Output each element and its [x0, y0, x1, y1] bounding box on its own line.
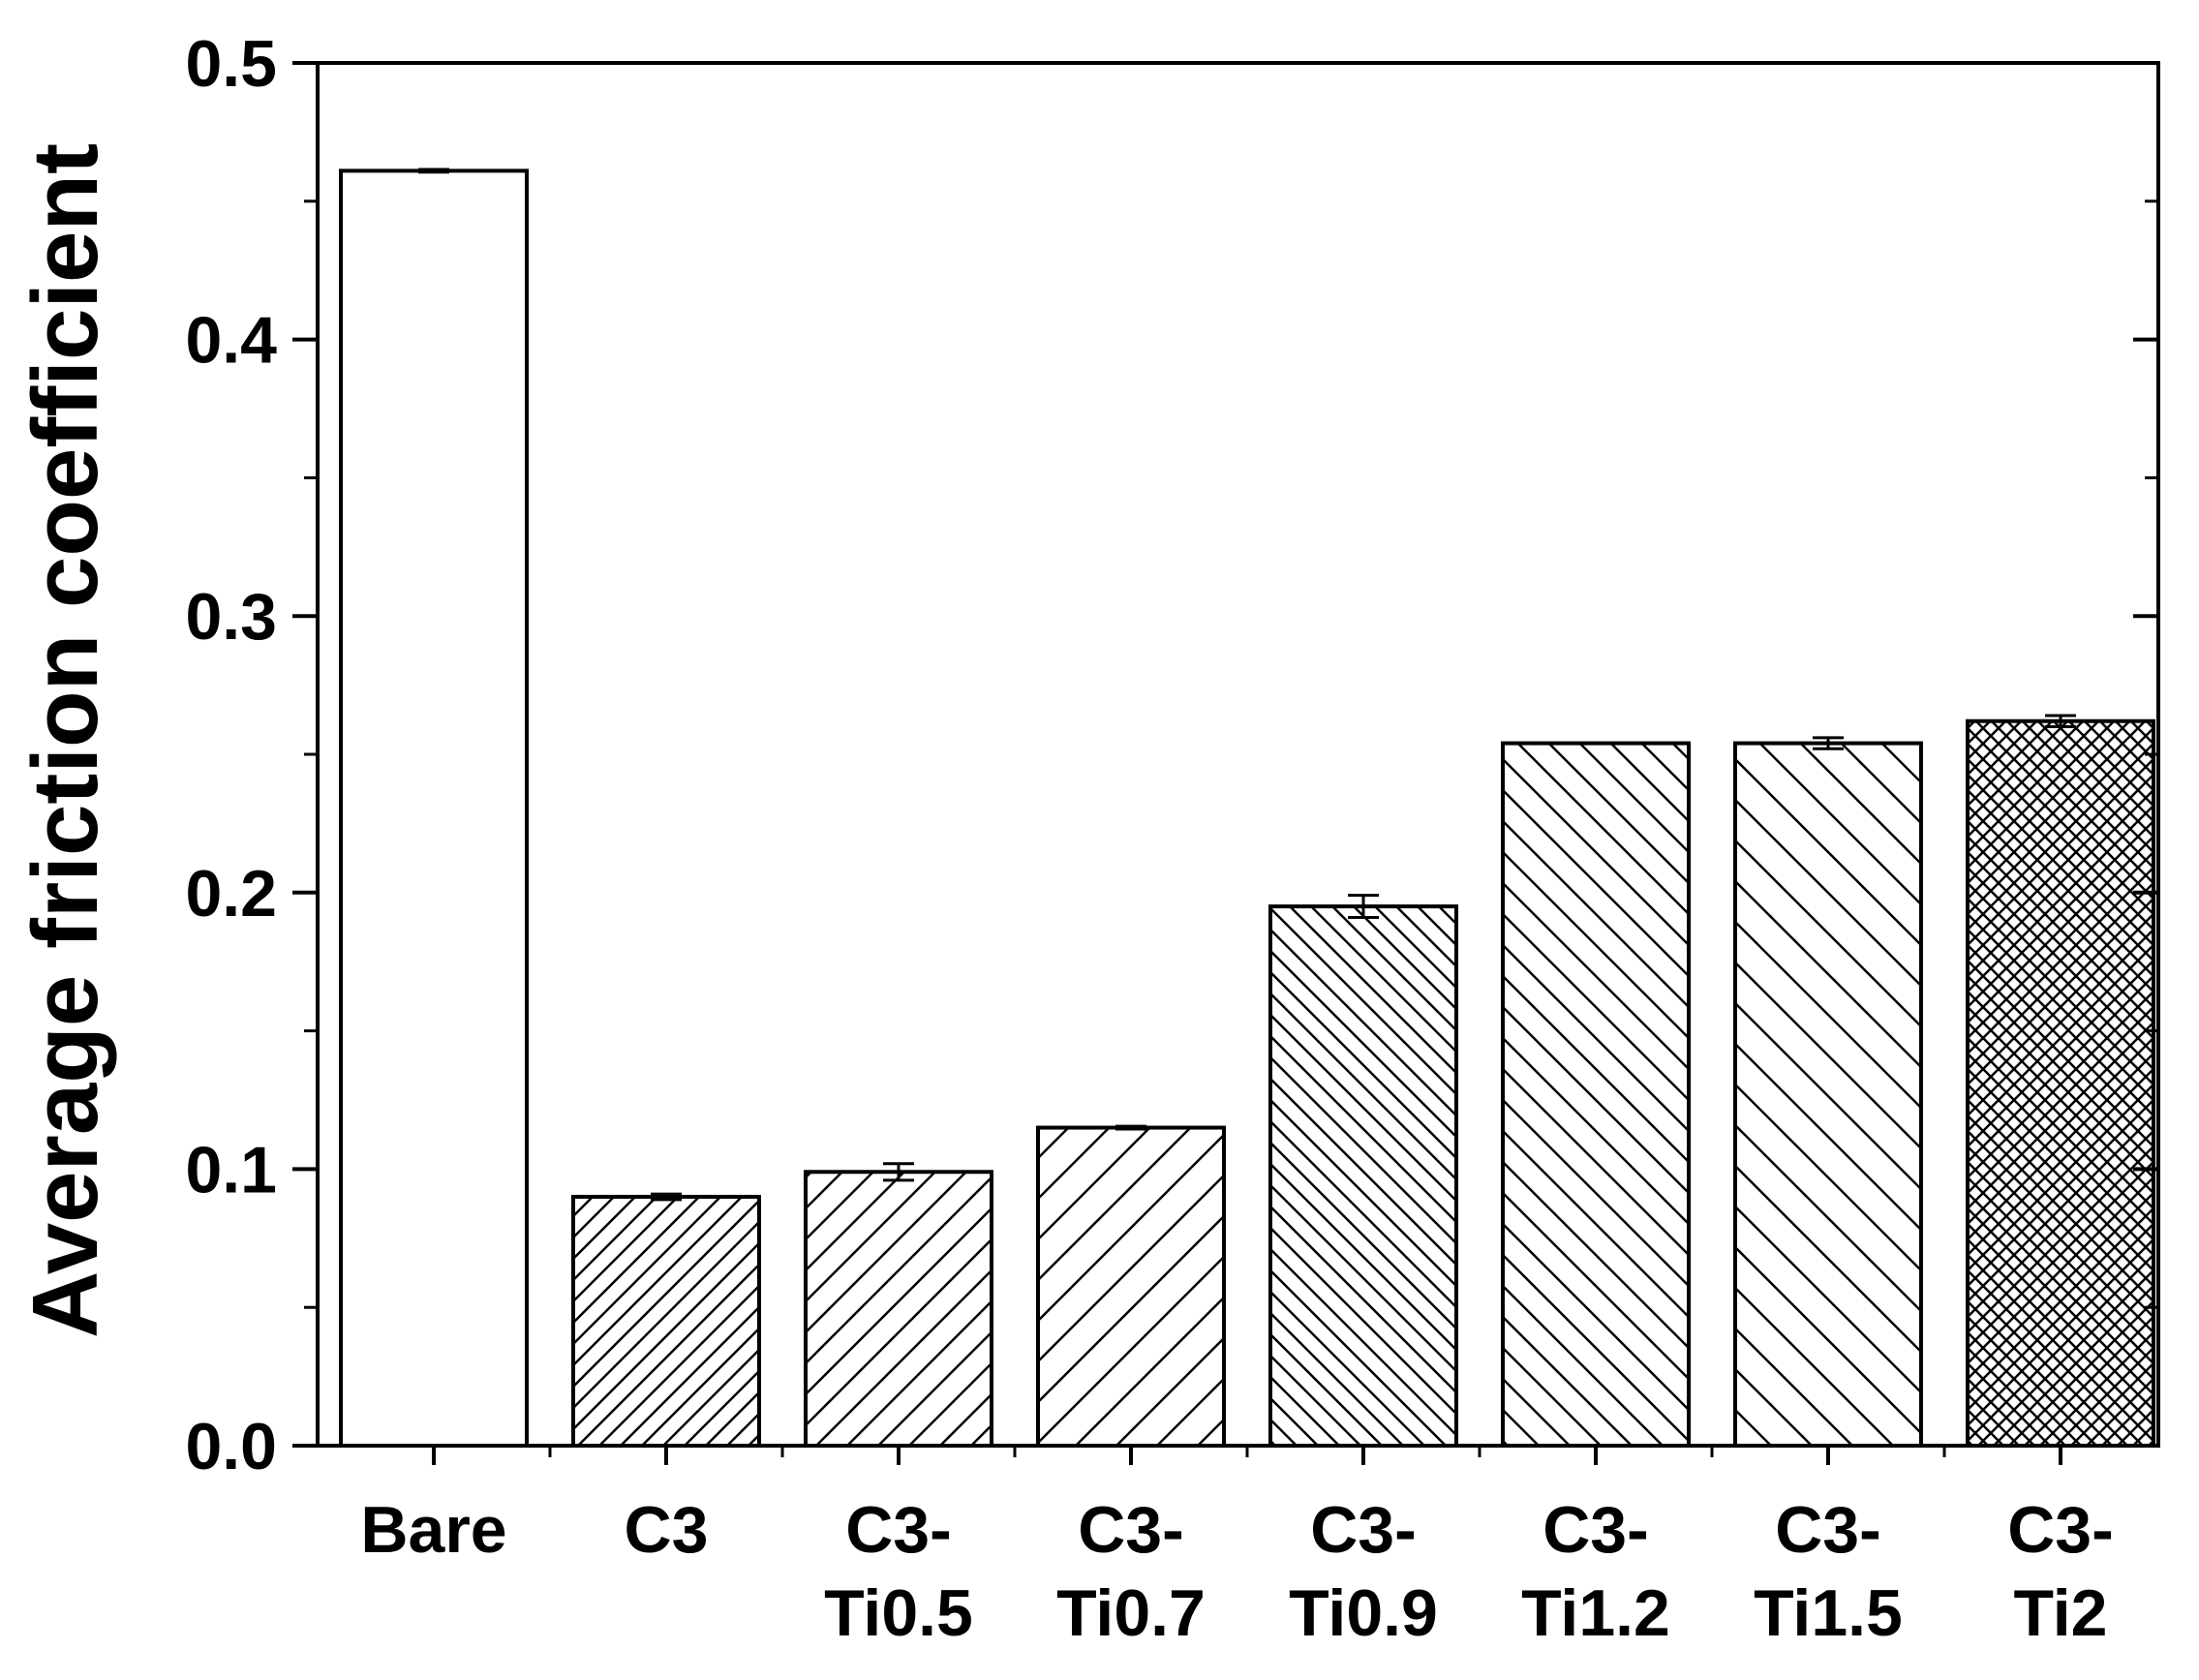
bar-2 — [804, 1170, 993, 1448]
bar-1 — [571, 1194, 761, 1448]
x-tick-label-line: Ti0.7 — [1056, 1576, 1206, 1650]
x-tick-label-line: Ti1.2 — [1521, 1576, 1670, 1650]
y-axis-label: Average friction coefficient — [14, 143, 117, 1338]
y-tick-label: 0.1 — [185, 1133, 277, 1207]
x-tick-label-line: C3- — [845, 1493, 952, 1567]
x-tick-label-line: C3- — [1775, 1493, 1881, 1567]
y-ticks-group: 0.0 0.1 0.2 0.3 0.4 0.5 — [185, 27, 2158, 1483]
x-tick-label-1: C3 — [625, 1493, 709, 1567]
bar-base-0 — [341, 170, 527, 1446]
bar-5 — [1501, 741, 1691, 1448]
y-tick-label: 0.2 — [185, 857, 277, 931]
x-tick-label-3: C3- Ti0.7 — [1056, 1493, 1206, 1650]
x-tick-label-7: C3-Ti2 — [2007, 1493, 2114, 1650]
x-tick-label-4: C3- Ti0.9 — [1289, 1493, 1438, 1650]
x-tick-label-line: C3- — [1310, 1493, 1417, 1567]
bars-group — [339, 168, 2155, 1449]
x-tick-label-line: C3- — [1078, 1493, 1184, 1567]
x-tick-label-2: C3- Ti0.5 — [824, 1493, 973, 1650]
bar-3 — [1036, 1125, 1226, 1449]
x-tick-label-line: Ti2 — [2013, 1576, 2107, 1650]
x-tick-label-line: Ti1.5 — [1754, 1576, 1903, 1650]
x-tick-label-0: Bare — [360, 1493, 506, 1567]
error-bars-group — [418, 168, 2076, 1202]
y-tick-label: 0.0 — [185, 1410, 277, 1483]
y-tick-label: 0.5 — [185, 27, 277, 101]
x-tick-label-5: C3- Ti1.2 — [1521, 1493, 1670, 1650]
y-tick-label: 0.4 — [185, 304, 277, 378]
bar-7 — [1966, 718, 2155, 1448]
x-tick-label-6: C3- Ti1.5 — [1754, 1493, 1903, 1650]
bar-4 — [1268, 904, 1458, 1448]
x-tick-label-line: C3- — [2007, 1493, 2114, 1567]
x-tick-label-line: C3 — [625, 1493, 709, 1567]
bar-6 — [1733, 741, 1923, 1448]
y-tick-label: 0.3 — [185, 580, 277, 654]
x-labels-group: Bare C3 C3-Ti0.5C3-Ti0.7C3-Ti0.9C3-Ti1.2C3… — [360, 1493, 2113, 1650]
x-tick-label-line: Ti0.5 — [824, 1576, 973, 1650]
x-tick-label-line: Ti0.9 — [1289, 1576, 1438, 1650]
x-tick-label-line: C3- — [1542, 1493, 1649, 1567]
x-tick-label-line: Bare — [360, 1493, 506, 1567]
